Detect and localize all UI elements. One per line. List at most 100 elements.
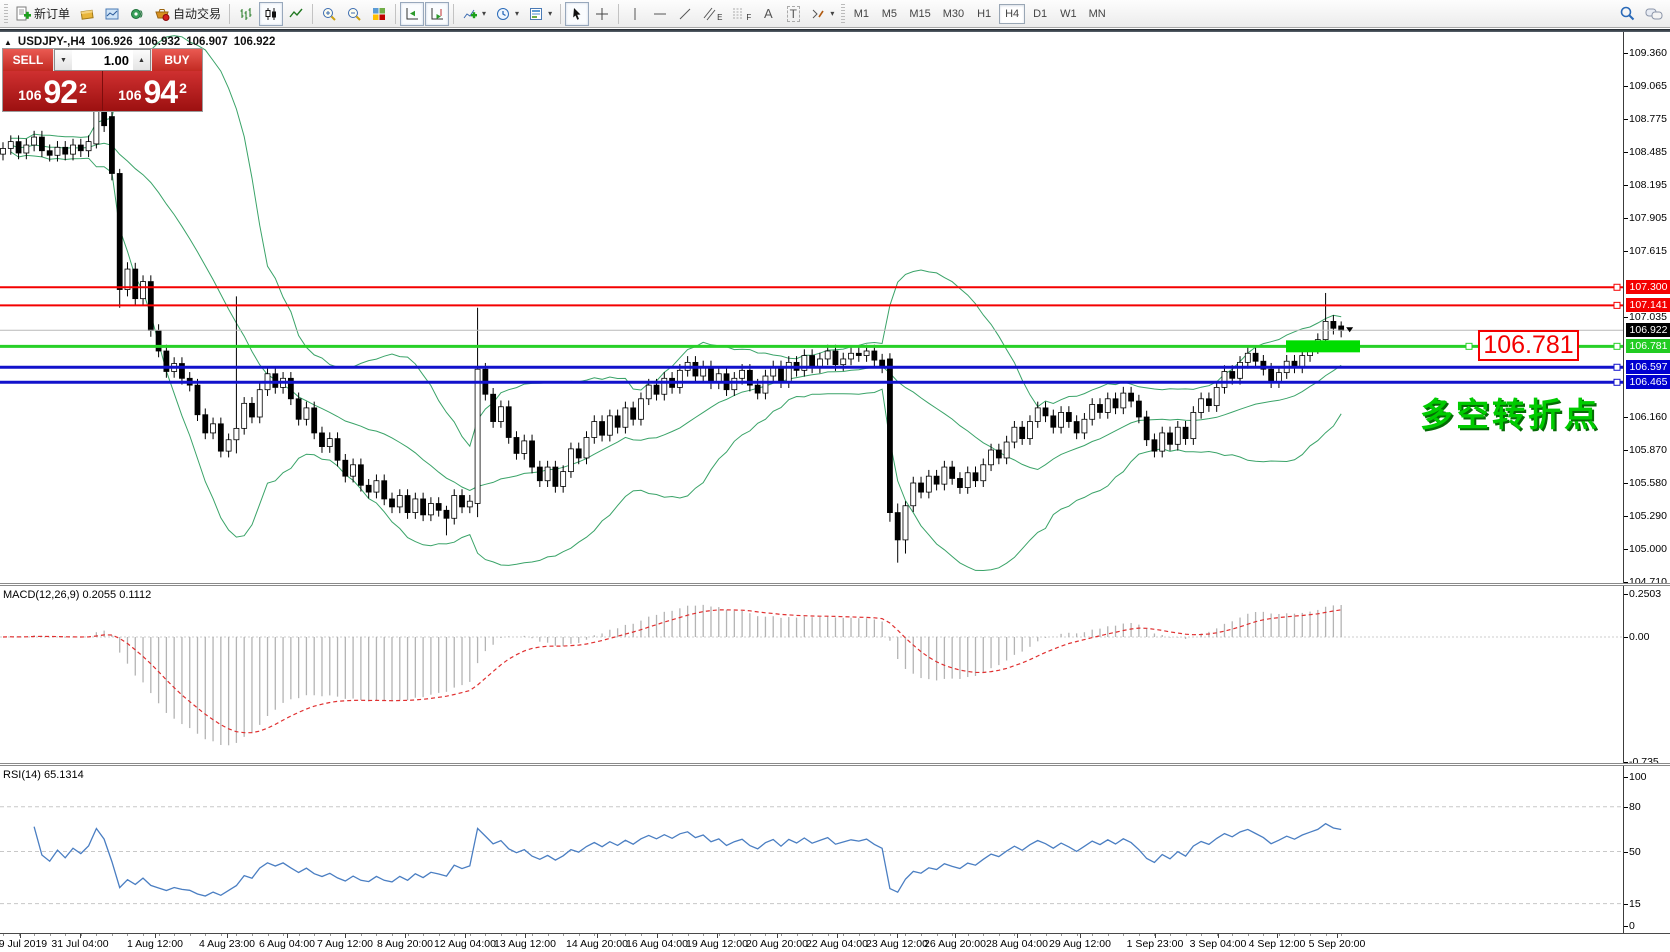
time-axis-label[interactable]: 13 Aug 12:00 <box>494 938 556 950</box>
timeframe-D1[interactable]: D1 <box>1027 4 1053 24</box>
volume-decrease-button[interactable]: ▼ <box>55 50 72 70</box>
price-level-text-box[interactable]: 106.781 <box>1478 330 1579 361</box>
auto-scroll-button[interactable] <box>425 1 450 26</box>
candle-body <box>1237 361 1243 379</box>
candle-body <box>754 384 761 394</box>
templates-button[interactable]: ▾ <box>524 2 556 26</box>
arrows-button[interactable]: ▾ <box>806 2 838 26</box>
time-axis-label[interactable]: 1 Aug 12:00 <box>126 938 184 950</box>
volume-increase-button[interactable]: ▲ <box>133 50 150 70</box>
periods-button[interactable]: ▾ <box>491 2 523 26</box>
time-axis-label[interactable]: 8 Aug 20:00 <box>376 938 434 950</box>
macd-indicator-canvas[interactable] <box>0 585 1623 765</box>
time-axis-label[interactable]: 19 Aug 12:00 <box>686 938 748 950</box>
pane-separator-macd[interactable] <box>0 583 1670 586</box>
fibonacci-button[interactable]: F <box>727 2 755 26</box>
price-axis[interactable]: 109.360 109.065 108.775 108.485 108.195 107.9… <box>1623 32 1670 933</box>
price-line-label-107.141[interactable]: 107.141 <box>1626 298 1670 312</box>
time-axis-label[interactable]: 20 Aug 20:00 <box>746 938 808 950</box>
time-axis-label[interactable]: 14 Aug 20:00 <box>566 938 628 950</box>
time-axis-label[interactable]: 29 Jul 2019 <box>0 938 48 950</box>
channel-button[interactable]: E <box>698 2 726 26</box>
time-axis-label[interactable]: 7 Aug 12:00 <box>316 938 374 950</box>
timeframe-H4[interactable]: H4 <box>999 3 1026 24</box>
toolbar-grip[interactable] <box>4 3 8 24</box>
price-line-label-106.465[interactable]: 106.465 <box>1626 375 1670 389</box>
chat-button[interactable] <box>1641 2 1668 26</box>
time-axis-label[interactable]: 28 Aug 04:00 <box>986 938 1048 950</box>
candlestick-chart-button[interactable] <box>259 1 284 26</box>
time-axis-label[interactable]: 26 Aug 20:00 <box>924 938 986 950</box>
price-axis-tick-mark <box>1624 152 1628 153</box>
time-axis-label[interactable]: 1 Sep 23:00 <box>1126 938 1184 950</box>
zoom-out-button[interactable] <box>342 2 366 26</box>
time-axis-label[interactable]: 4 Sep 12:00 <box>1248 938 1306 950</box>
cursor-button[interactable] <box>565 1 590 26</box>
time-axis-minor-tick <box>330 934 331 936</box>
rsi-indicator-canvas[interactable] <box>0 765 1623 933</box>
sell-price-quote[interactable]: 106 92 2 <box>3 71 102 111</box>
timeframe-M5[interactable]: M5 <box>876 4 902 24</box>
tile-windows-button[interactable] <box>367 2 391 26</box>
timeframe-MN[interactable]: MN <box>1084 4 1111 24</box>
market-watch-button[interactable] <box>75 2 99 26</box>
green-highlight-box[interactable] <box>1286 340 1360 353</box>
zoom-in-icon <box>323 7 336 21</box>
timeframe-H1[interactable]: H1 <box>971 4 997 24</box>
time-axis-label[interactable]: 5 Sep 20:00 <box>1308 938 1366 950</box>
line-handle[interactable] <box>1613 363 1621 371</box>
bollinger-band-m <box>10 142 1342 491</box>
time-axis-label[interactable]: 6 Aug 04:00 <box>258 938 316 950</box>
trendline-button[interactable] <box>673 2 697 26</box>
timeframe-W1[interactable]: W1 <box>1055 4 1082 24</box>
candle-body <box>272 373 279 388</box>
auto-trading-button[interactable]: 自动交易 <box>150 2 225 26</box>
periods-caret-icon: ▾ <box>515 9 520 18</box>
volume-input[interactable] <box>72 50 133 70</box>
horizontal-line-button[interactable] <box>648 2 672 26</box>
crosshair-button[interactable] <box>590 2 614 26</box>
price-line-label-106.922[interactable]: 106.922 <box>1626 323 1670 337</box>
time-axis-label[interactable]: 29 Aug 12:00 <box>1049 938 1111 950</box>
pane-separator-rsi[interactable] <box>0 763 1670 766</box>
line-handle[interactable] <box>1613 378 1621 386</box>
buy-price-quote[interactable]: 106 94 2 <box>103 71 202 111</box>
line-handle[interactable] <box>1613 301 1621 309</box>
timeframe-M15[interactable]: M15 <box>904 4 935 24</box>
turning-point-annotation[interactable]: 多空转折点 <box>1420 396 1600 433</box>
symbol-collapse-icon[interactable]: ▲ <box>4 37 12 47</box>
search-button[interactable] <box>1615 2 1640 26</box>
candle-body <box>739 369 745 379</box>
indicators-button[interactable]: ▾ <box>458 2 490 26</box>
time-axis-label[interactable]: 22 Aug 04:00 <box>806 938 868 950</box>
profiles-button[interactable] <box>100 2 124 26</box>
bar-chart-button[interactable] <box>234 2 258 26</box>
line-chart-button[interactable] <box>284 2 308 26</box>
time-axis-label[interactable]: 3 Sep 04:00 <box>1189 938 1247 950</box>
timeframe-M30[interactable]: M30 <box>938 4 969 24</box>
time-axis-label[interactable]: 16 Aug 04:00 <box>626 938 688 950</box>
text-button[interactable]: A <box>756 2 780 26</box>
buy-button[interactable]: BUY <box>152 49 202 71</box>
timeframe-M1[interactable]: M1 <box>848 4 874 24</box>
sell-button[interactable]: SELL <box>3 49 53 71</box>
price-line-label-107.300[interactable]: 107.300 <box>1626 280 1670 294</box>
price-line-label-106.781[interactable]: 106.781 <box>1626 339 1670 353</box>
time-axis-label[interactable]: 31 Jul 04:00 <box>51 938 109 950</box>
time-axis-label[interactable]: 23 Aug 12:00 <box>866 938 928 950</box>
price-chart-canvas[interactable] <box>0 32 1623 585</box>
alerts-button[interactable] <box>125 2 149 26</box>
zoom-in-button[interactable] <box>317 2 341 26</box>
time-axis-label[interactable]: 12 Aug 04:00 <box>434 938 496 950</box>
chart-shift-button[interactable] <box>400 1 425 26</box>
text-label-button[interactable]: T <box>781 2 805 26</box>
channel-icon <box>703 7 716 20</box>
price-line-label-106.597[interactable]: 106.597 <box>1626 360 1670 374</box>
line-handle[interactable] <box>1465 342 1473 350</box>
new-order-button[interactable]: 新订单 <box>11 2 74 26</box>
line-handle[interactable] <box>1613 283 1621 291</box>
time-axis-label[interactable]: 4 Aug 23:00 <box>198 938 256 950</box>
vertical-line-button[interactable] <box>623 2 647 26</box>
line-handle[interactable] <box>1613 342 1621 350</box>
